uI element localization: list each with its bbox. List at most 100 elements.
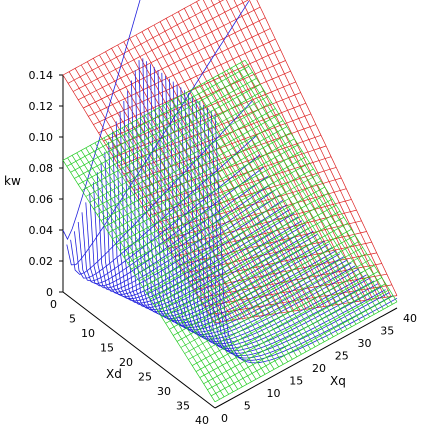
curve-line — [77, 154, 261, 282]
xd-axis-line — [62, 291, 216, 409]
mesh-line-xq — [194, 87, 348, 330]
xq-tick-label: 25 — [335, 350, 349, 363]
mesh-line-xq — [217, 75, 370, 317]
curve-line — [172, 81, 356, 338]
mesh-line-xq — [108, 135, 261, 377]
xd-tick-label: 30 — [157, 385, 171, 398]
mesh-line-xq — [158, 107, 311, 350]
mesh-line-xq — [67, 157, 220, 400]
xd-tick-label: 35 — [176, 400, 190, 413]
mesh-line-xq — [68, 71, 222, 322]
mesh-line-xq — [99, 140, 252, 382]
xd-axis: 05 10 15 20 25 30 35 40 — [50, 291, 216, 425]
mesh-line-xq — [103, 137, 257, 380]
mesh-line-xq — [80, 150, 234, 392]
mesh-line-xq — [76, 152, 229, 395]
mesh-line-xq — [105, 51, 258, 317]
xq-tick-label: 10 — [267, 387, 281, 400]
z-tick-label: 0 — [46, 286, 53, 299]
z-tick-label: 0.06 — [29, 193, 54, 206]
mesh-line-xq — [256, 0, 398, 296]
curve-line — [142, 58, 326, 319]
z-axis: 0 0.02 0.04 0.06 0.08 0.10 0.12 0.14 — [29, 69, 64, 299]
curve-line — [85, 175, 269, 287]
xq-tick-label: 40 — [403, 312, 417, 325]
xq-axis: 40 35 30 25 20 15 10 5 0 — [214, 307, 417, 425]
mesh-line-xq — [144, 115, 298, 357]
mesh-line-xq — [135, 120, 289, 362]
mesh-line-xq — [218, 0, 368, 301]
mesh-line-xq — [181, 95, 334, 337]
mesh-line-xq — [241, 0, 386, 298]
surfaces — [62, 0, 398, 403]
xq-tick-label: 5 — [244, 400, 251, 413]
mesh-line-xq — [153, 24, 307, 310]
mesh-line-xq — [202, 0, 355, 303]
mesh-line-xq — [140, 117, 293, 360]
mesh-line-xq — [85, 147, 239, 390]
mesh-line-xq — [203, 82, 357, 325]
mesh-line-xq — [233, 0, 380, 299]
mesh-line-xq — [210, 0, 361, 302]
xd-tick-label: 40 — [195, 414, 209, 425]
xd-tick-label: 10 — [81, 327, 95, 340]
xd-tick-label: 20 — [119, 356, 133, 369]
xd-axis-title: Xd — [106, 367, 122, 381]
xq-tick-label: 30 — [358, 337, 372, 350]
curve-line — [157, 69, 341, 329]
mesh-line-xq — [121, 127, 275, 370]
xd-tick-label: 15 — [100, 342, 114, 355]
z-tick-label: 0.08 — [29, 162, 54, 175]
xd-tick-label: 25 — [138, 371, 152, 384]
mesh-line-xq — [86, 61, 240, 320]
mesh-line-xq — [176, 97, 330, 340]
z-tick-label: 0.12 — [29, 100, 54, 113]
mesh-line-xq — [149, 112, 302, 355]
xq-axis-line — [214, 307, 398, 409]
mesh-line-xq — [94, 142, 248, 385]
xq-axis-title: Xq — [330, 374, 346, 388]
mesh-line-xq — [112, 132, 266, 375]
z-axis-title: kw — [4, 174, 21, 188]
mesh-line-xq — [185, 92, 339, 335]
mesh-line-xq — [212, 77, 366, 320]
mesh-line-xq — [153, 110, 307, 352]
mesh-line-xq — [171, 100, 325, 342]
z-tick-label: 0.02 — [29, 255, 54, 268]
mesh-line-xq — [129, 38, 283, 313]
mesh-line-xq — [183, 8, 337, 305]
curve-line — [214, 113, 398, 364]
curve-line — [93, 182, 276, 291]
curve-line — [89, 183, 272, 289]
mesh-line-xq — [235, 65, 389, 307]
surface-series-1 — [62, 59, 398, 403]
mesh-line-xq — [244, 60, 398, 302]
curve-line — [176, 84, 360, 340]
xq-tick-label: 15 — [289, 375, 303, 388]
mesh-line-xq — [226, 70, 380, 312]
z-tick-label: 0.04 — [29, 224, 54, 237]
xd-tick-label: 5 — [69, 313, 76, 326]
mesh-line-xq — [90, 145, 243, 387]
mesh-line-xq — [62, 160, 216, 402]
mesh-line-xq — [117, 130, 270, 372]
mesh-line-xq — [231, 67, 384, 310]
xq-tick-label: 35 — [380, 325, 394, 338]
mesh-line-xq — [167, 102, 320, 345]
z-tick-label: 0.10 — [29, 131, 54, 144]
mesh-line-xq — [248, 0, 392, 297]
z-tick-label: 0.14 — [29, 69, 54, 82]
mesh-line-xq — [240, 62, 393, 305]
mesh-line-xq — [71, 155, 225, 397]
curve-line — [66, 0, 250, 266]
mesh-line-xq — [177, 11, 331, 306]
mesh-line-xq — [222, 72, 375, 315]
mesh-line-xq — [126, 125, 279, 367]
xq-tick-label: 0 — [221, 412, 228, 425]
mesh-line-xq — [159, 21, 313, 309]
mesh-line-xq — [162, 105, 316, 347]
mesh-line-xq — [208, 80, 361, 322]
xq-tick-label: 20 — [312, 362, 326, 375]
mesh-line-xq — [190, 90, 343, 332]
